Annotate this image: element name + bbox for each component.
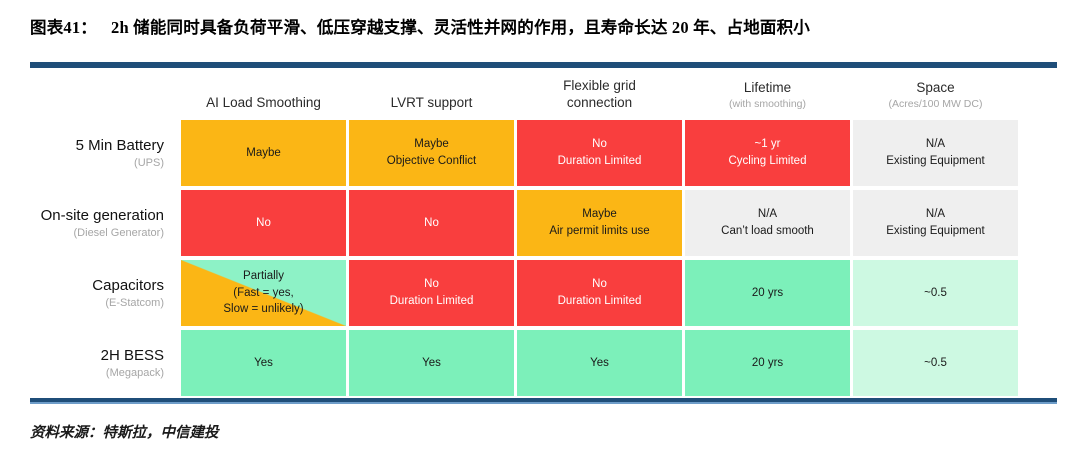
table-cell: No	[349, 190, 514, 256]
row-label-capacitors: Capacitors (E-Statcom)	[30, 260, 178, 326]
cell-line: N/A	[757, 208, 778, 221]
table-cell: No Duration Limited	[349, 260, 514, 326]
cell-line: 20 yrs	[751, 286, 784, 299]
cell-line: Cycling Limited	[728, 155, 807, 167]
column-header-label: Flexible grid	[563, 78, 636, 94]
table-cell: 20 yrs	[685, 330, 850, 396]
cell-line: ~0.5	[924, 356, 947, 369]
table-cell: ~0.5	[853, 330, 1018, 396]
row-label-main: On-site generation	[40, 207, 164, 224]
cell-line: Objective Conflict	[386, 155, 477, 167]
column-header-flexible-grid-connection: Flexible grid connection	[517, 72, 682, 116]
cell-line: Partially	[243, 269, 284, 282]
row-label-5-min-battery: 5 Min Battery (UPS)	[30, 120, 178, 186]
cell-line: Yes	[254, 356, 273, 369]
cell-line: No	[256, 216, 271, 229]
table-cell: N/A Can’t load smooth	[685, 190, 850, 256]
row-label-on-site-generation: On-site generation (Diesel Generator)	[30, 190, 178, 256]
cell-line: Yes	[590, 356, 609, 369]
cell-line: No	[424, 216, 439, 229]
cell-line: (Fast = yes,	[233, 286, 294, 299]
column-header-label2: connection	[566, 94, 633, 110]
top-rule-bar	[30, 62, 1057, 68]
row-label-sub: (UPS)	[134, 157, 164, 169]
row-label-sub: (Diesel Generator)	[73, 227, 164, 239]
cell-line: No	[424, 278, 439, 291]
cell-line: Existing Equipment	[886, 155, 985, 167]
column-header-lvrt-support: LVRT support	[349, 72, 514, 116]
cell-line: N/A	[925, 138, 946, 151]
row-label-main: Capacitors	[92, 277, 164, 294]
row-label-sub: (Megapack)	[105, 367, 164, 379]
table-cell-diagonal-split: Partially (Fast = yes, Slow = unlikely)	[181, 260, 346, 326]
table-cell: No	[181, 190, 346, 256]
column-header-space: Space (Acres/100 MW DC)	[853, 72, 1018, 116]
figure-title: 图表41： 2h 储能同时具备负荷平滑、低压穿越支撑、灵活性并网的作用，且寿命长达…	[30, 14, 1050, 38]
cell-line: ~1 yr	[754, 138, 781, 151]
cell-line: Yes	[422, 356, 441, 369]
table-cell: 20 yrs	[685, 260, 850, 326]
table-cell: Maybe Objective Conflict	[349, 120, 514, 186]
column-header-label: LVRT support	[390, 94, 473, 110]
cell-line: Air permit limits use	[549, 225, 650, 237]
column-header-label: Lifetime	[743, 80, 792, 96]
cell-line: Duration Limited	[389, 295, 474, 307]
column-header-sub: (with smoothing)	[728, 97, 807, 110]
cell-line: Can’t load smooth	[721, 225, 814, 237]
column-header-sub: (Acres/100 MW DC)	[888, 97, 983, 110]
cell-line: 20 yrs	[751, 356, 784, 369]
cell-line: N/A	[925, 208, 946, 221]
row-label-main: 5 Min Battery	[75, 137, 164, 154]
figure-number: 图表41：	[30, 18, 97, 37]
column-header-label: AI Load Smoothing	[206, 94, 321, 110]
table-cell: Yes	[517, 330, 682, 396]
cell-line: Existing Equipment	[886, 225, 985, 237]
table-cell: Yes	[349, 330, 514, 396]
bottom-rule-bar	[30, 398, 1057, 404]
column-header-lifetime: Lifetime (with smoothing)	[685, 72, 850, 116]
table-cell: N/A Existing Equipment	[853, 190, 1018, 256]
cell-line: ~0.5	[924, 286, 947, 299]
table-cell: Yes	[181, 330, 346, 396]
cell-line: Maybe	[414, 138, 449, 151]
row-label-main: 2H BESS	[100, 347, 164, 364]
source-note: 资料来源：特斯拉，中信建投	[30, 425, 219, 441]
table-cell: No Duration Limited	[517, 120, 682, 186]
comparison-table: AI Load Smoothing LVRT support Flexible …	[30, 72, 1018, 396]
table-cell: No Duration Limited	[517, 260, 682, 326]
row-label-sub: (E-Statcom)	[105, 297, 164, 309]
row-label-2h-bess: 2H BESS (Megapack)	[30, 330, 178, 396]
table-cell: Maybe	[181, 120, 346, 186]
cell-line: Duration Limited	[557, 295, 642, 307]
table-cell: ~0.5	[853, 260, 1018, 326]
cell-line: Maybe	[582, 208, 617, 221]
column-header-label: Space	[916, 80, 955, 96]
table-cell: N/A Existing Equipment	[853, 120, 1018, 186]
table-cell: Maybe Air permit limits use	[517, 190, 682, 256]
figure-title-text: 2h 储能同时具备负荷平滑、低压穿越支撑、灵活性并网的作用，且寿命长达 20 年…	[111, 18, 811, 37]
cell-line: Maybe	[246, 146, 281, 159]
table-cell: ~1 yr Cycling Limited	[685, 120, 850, 186]
cell-line: Duration Limited	[557, 155, 642, 167]
header-spacer	[30, 72, 178, 116]
column-header-ai-load-smoothing: AI Load Smoothing	[181, 72, 346, 116]
cell-line: No	[592, 138, 607, 151]
cell-line: Slow = unlikely)	[223, 303, 304, 316]
cell-line: No	[592, 278, 607, 291]
